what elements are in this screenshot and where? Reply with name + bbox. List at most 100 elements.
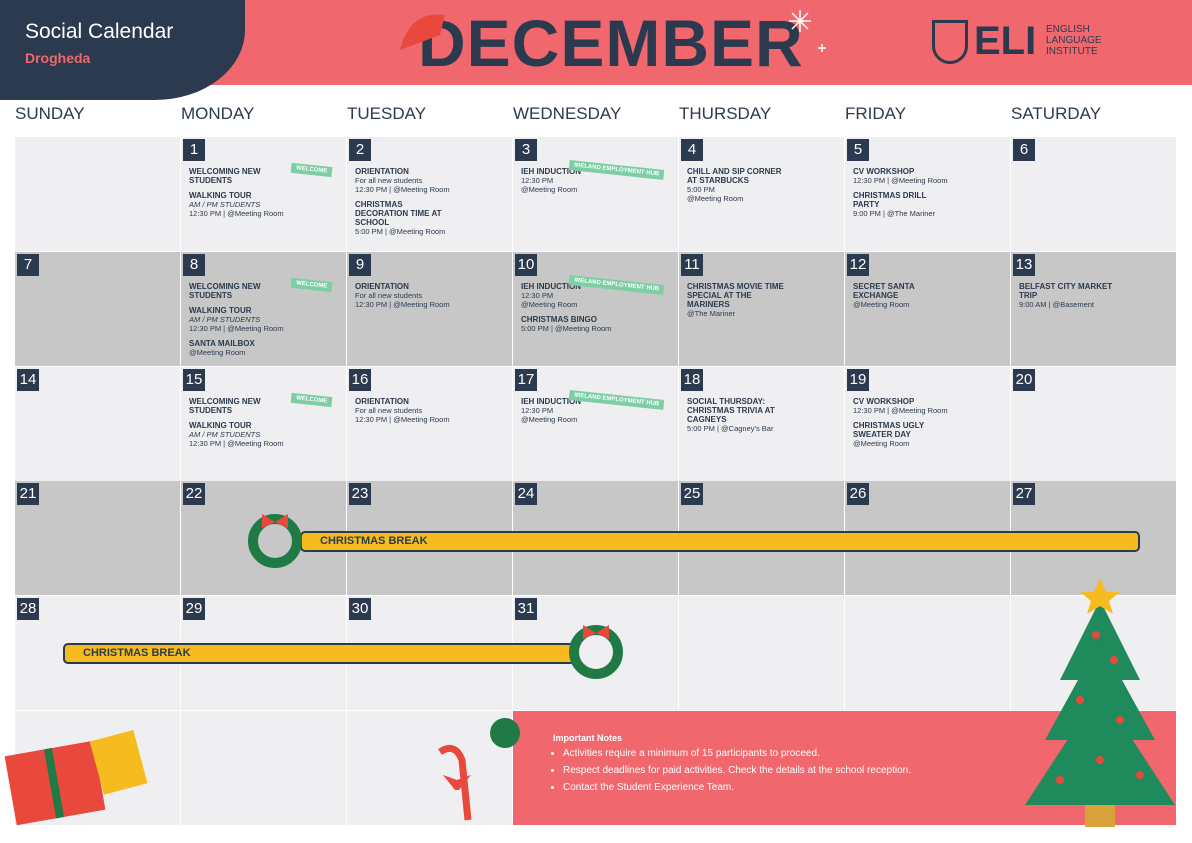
event-detail: 12:30 PM	[521, 176, 554, 185]
event-title: BELFAST CITY MARKET TRIP	[1019, 281, 1113, 300]
weekday: FRIDAY	[845, 104, 907, 123]
notes-box: Important Notes Activities require a min…	[513, 711, 1176, 825]
event-detail: @Meeting Room	[521, 299, 578, 309]
day-cell: 15 WELCOMING NEW STUDENTS WALKING TOUR AM /…	[181, 366, 346, 481]
day-cell: 17 IEH INDUCTION 12:30 PM @Meeting Room IREL…	[513, 366, 678, 481]
events: WELCOMING NEW STUDENTS WALKING TOUR AM / P…	[189, 282, 342, 363]
event-title: WELCOMING NEW STUDENTS	[189, 167, 261, 185]
event-detail: 12:30 PM | @Meeting Room	[853, 176, 948, 185]
note-item: Activities require a minimum of 15 parti…	[563, 745, 1043, 762]
event-detail: For all new students	[355, 176, 423, 185]
day-cell: 2 ORIENTATION For all new students 12:30 PM…	[347, 137, 512, 251]
day-number: 1	[183, 139, 205, 161]
day-cell: 13 BELFAST CITY MARKET TRIP 9:00 AM | @Bas…	[1011, 251, 1176, 366]
empty-cell	[1011, 596, 1176, 711]
day-cell: 6	[1011, 137, 1176, 251]
empty-cell	[15, 137, 180, 251]
event: CHRISTMAS BINGO 5:00 PM | @Meeting Room	[521, 315, 621, 333]
day-number: 5	[847, 139, 869, 161]
event: WELCOMING NEW STUDENTS	[189, 167, 289, 185]
event-note: AM / PM STUDENTS	[189, 200, 261, 209]
day-number: 28	[17, 598, 39, 621]
events: WELCOMING NEW STUDENTS WALKING TOUR AM / P…	[189, 167, 342, 224]
weekday: SATURDAY	[1011, 104, 1102, 123]
event: CHRISTMAS DRILL PARTY 9:00 PM | @The Mari…	[853, 191, 953, 218]
notes-list: Activities require a minimum of 15 parti…	[553, 745, 1043, 796]
day-cell: 9 ORIENTATION For all new students 12:30 PM…	[347, 251, 512, 366]
day-number: 11	[681, 253, 703, 276]
title: Social Calendar	[25, 20, 174, 43]
event-title: CV WORKSHOP	[853, 167, 915, 176]
day-cell: 19 CV WORKSHOP 12:30 PM | @Meeting Room CHR…	[845, 366, 1010, 481]
notes-title: Important Notes	[553, 733, 623, 743]
day-number: 26	[847, 483, 869, 506]
day-cell: 18 SOCIAL THURSDAY: CHRISTMAS TRIVIA AT C…	[679, 366, 844, 481]
note-item: Respect deadlines for paid activities. C…	[563, 762, 1043, 779]
day-cell: 22	[181, 481, 346, 596]
event-detail: @Meeting Room	[189, 347, 246, 357]
event-title: WALKING TOUR	[189, 420, 252, 430]
event-title: IEH INDUCTION	[521, 167, 581, 176]
event: SOCIAL THURSDAY: CHRISTMAS TRIVIA AT CAG…	[687, 397, 787, 433]
event-detail: 5:00 PM	[687, 185, 715, 194]
event: WALKING TOUR AM / PM STUDENTS 12:30 PM | @…	[189, 306, 289, 333]
event-detail: 12:30 PM	[521, 405, 554, 415]
event-detail: 9:00 AM | @Basement	[1019, 299, 1095, 309]
event-detail: 5:00 PM | @Meeting Room	[521, 323, 612, 333]
weekday: TUESDAY	[347, 104, 427, 123]
day-cell: 1 WELCOMING NEW STUDENTS WALKING TOUR AM / …	[181, 137, 346, 251]
day-number: 6	[1013, 139, 1035, 161]
event: CV WORKSHOP 12:30 PM | @Meeting Room	[853, 167, 953, 185]
day-number: 29	[183, 598, 205, 621]
day-number: 20	[1013, 368, 1035, 391]
day-cell: 5 CV WORKSHOP 12:30 PM | @Meeting Room CHRI…	[845, 137, 1010, 251]
events: IEH INDUCTION 12:30 PM @Meeting Room	[521, 397, 674, 430]
event-title: IEH INDUCTION	[521, 281, 581, 291]
event: WELCOMING NEW STUDENTS	[189, 282, 289, 300]
event-detail: 12:30 PM | @Meeting Room	[189, 209, 284, 218]
day-number: 31	[515, 598, 537, 621]
day-number: 23	[349, 483, 371, 506]
event-title: SOCIAL THURSDAY: CHRISTMAS TRIVIA AT CAG…	[687, 396, 775, 424]
day-number: 14	[17, 368, 39, 391]
day-number: 10	[515, 253, 537, 276]
event: IEH INDUCTION 12:30 PM @Meeting Room	[521, 397, 621, 424]
weekday: MONDAY	[181, 104, 255, 123]
events: SECRET SANTA EXCHANGE @Meeting Room	[853, 282, 1006, 315]
day-number: 30	[349, 598, 371, 621]
day-cell: 21	[15, 481, 180, 596]
event-detail: 12:30 PM | @Meeting Room	[355, 299, 450, 309]
day-number: 9	[349, 253, 371, 276]
event-note: AM / PM STUDENTS	[189, 314, 261, 324]
day-number: 3	[515, 139, 537, 161]
empty-cell	[347, 711, 512, 825]
event: ORIENTATION For all new students 12:30 PM …	[355, 282, 455, 309]
events: CV WORKSHOP 12:30 PM | @Meeting Room CHRIS…	[853, 167, 1006, 224]
day-number: 17	[515, 368, 537, 391]
event-title: SANTA MAILBOX	[189, 338, 255, 348]
events: ORIENTATION For all new students 12:30 PM …	[355, 167, 508, 242]
event-title: CHRISTMAS DRILL PARTY	[853, 191, 927, 209]
day-number: 19	[847, 368, 869, 391]
day-cell: 12 SECRET SANTA EXCHANGE @Meeting Room	[845, 251, 1010, 366]
day-cell: 10 IEH INDUCTION 12:30 PM @Meeting Room CHRI…	[513, 251, 678, 366]
event: WELCOMING NEW STUDENTS	[189, 397, 289, 415]
event: CHRISTMAS DECORATION TIME AT SCHOOL 5:00 …	[355, 200, 455, 236]
event-detail: @Meeting Room	[853, 438, 910, 448]
logo: ELI	[974, 19, 1037, 63]
event-detail: 12:30 PM	[521, 290, 554, 300]
day-cell: 4 CHILL AND SIP CORNER AT STARBUCKS 5:00 P…	[679, 137, 844, 251]
event-title: CHRISTMAS UGLY SWEATER DAY	[853, 420, 925, 439]
event-title: SECRET SANTA EXCHANGE	[853, 281, 915, 300]
day-cell: 8 WELCOMING NEW STUDENTS WALKING TOUR AM / …	[181, 251, 346, 366]
event: IEH INDUCTION 12:30 PM @Meeting Room	[521, 282, 621, 309]
event-title: IEH INDUCTION	[521, 396, 581, 406]
event-title: ORIENTATION	[355, 167, 409, 176]
day-cell: 11 CHRISTMAS MOVIE TIME SPECIAL AT THE MA…	[679, 251, 844, 366]
event: WALKING TOUR AM / PM STUDENTS 12:30 PM | @…	[189, 421, 289, 448]
month: DECEMBER	[418, 6, 804, 80]
event: IEH INDUCTION 12:30 PM @Meeting Room	[521, 167, 621, 194]
day-number: 7	[17, 253, 39, 276]
day-number: 21	[17, 483, 39, 506]
